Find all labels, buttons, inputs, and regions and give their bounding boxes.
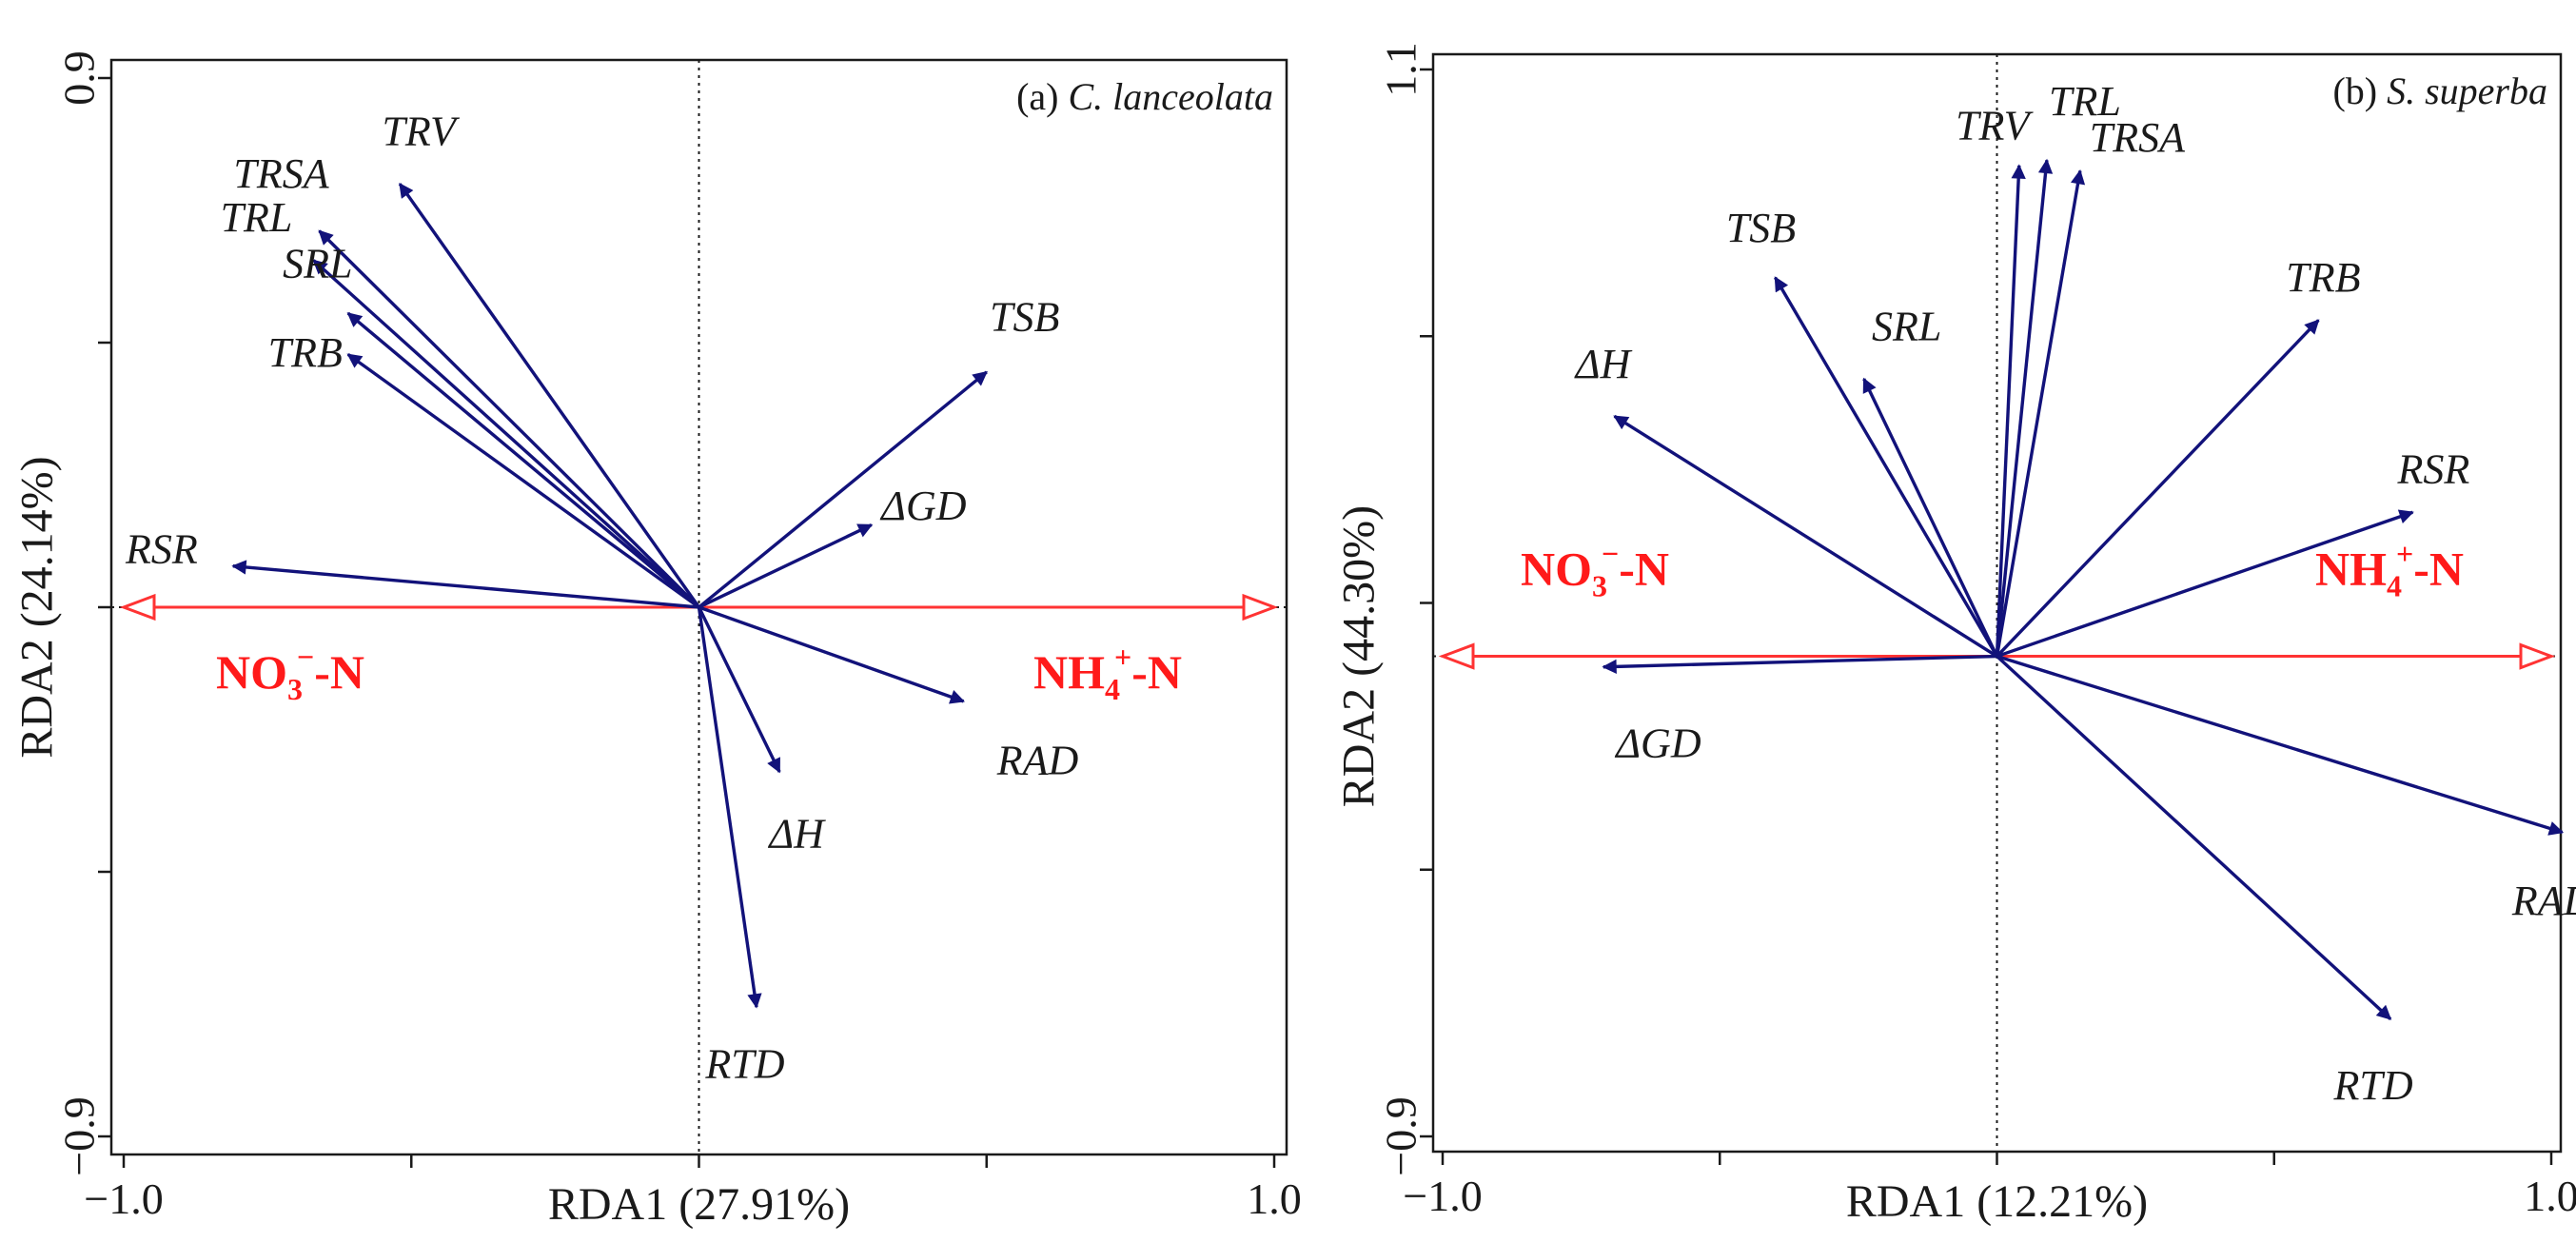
vector-label-tsb: TSB <box>1726 205 1796 251</box>
vector-label-delta-gd: ΔGD <box>879 483 967 529</box>
env-label-nh4: NH4+-N <box>1033 640 1182 706</box>
vector-label-delta-h: ΔH <box>767 810 826 857</box>
vector-label-trsa: TRSA <box>233 150 329 197</box>
vector-label-delta-gd: ΔGD <box>1614 720 1701 766</box>
vector-label-trv: TRV <box>1956 102 2035 148</box>
vector-trv <box>398 182 700 608</box>
x-tick-label-max: 1.0 <box>1247 1174 1302 1223</box>
vector-rsr <box>231 560 699 609</box>
panel-label: (b) S. superba <box>2332 69 2547 112</box>
vector-label-srl: SRL <box>1872 304 1941 350</box>
vector-label-rtd: RTD <box>704 1041 784 1088</box>
vector-delta-gd <box>698 523 874 609</box>
env-arrowhead-nh4 <box>1242 593 1279 622</box>
panel-letter: (a) <box>1016 75 1068 118</box>
vector-label-rad: RAD <box>996 737 1079 783</box>
y-tick-label-min: −0.9 <box>1377 1096 1426 1175</box>
env-arrowhead-nh4 <box>2519 642 2556 670</box>
species-name: C. lanceolata <box>1068 75 1273 118</box>
x-tick-label-min: −1.0 <box>84 1174 163 1223</box>
vector-delta-gd <box>1602 654 1997 675</box>
vector-trl <box>312 259 700 609</box>
vector-trv <box>1995 164 2026 657</box>
vector-label-rsr: RSR <box>2396 446 2469 493</box>
vector-label-rsr: RSR <box>125 525 198 572</box>
y-axis-title: RDA2 (24.14%) <box>12 456 63 758</box>
vector-srl <box>1862 377 1999 658</box>
env-label-no3: NO3−-N <box>216 640 364 706</box>
vector-delta-h <box>697 606 781 774</box>
vector-label-trv: TRV <box>382 109 461 155</box>
x-tick-label-max: 1.0 <box>2524 1172 2576 1220</box>
vector-tsb <box>698 370 988 609</box>
vector-label-trb: TRB <box>2286 254 2360 301</box>
vector-tsb <box>1774 276 1998 658</box>
vector-rsr <box>1996 509 2414 659</box>
y-axis-title: RDA2 (44.30%) <box>1334 505 1385 807</box>
x-tick-label-min: −1.0 <box>1403 1172 1482 1220</box>
env-arrowhead-no3 <box>1438 642 1475 670</box>
vector-label-rad: RAD <box>2511 878 2576 924</box>
vector-srl <box>346 311 700 609</box>
vector-label-trl: TRL <box>2049 78 2121 125</box>
vector-label-delta-h: ΔH <box>1574 341 1633 387</box>
env-label-nh4: NH4+-N <box>2315 537 2464 603</box>
rda-panel-a: −1.0 1.0 0.9 −0.9 RDA1 (27.91%) RDA2 (24.14%)… <box>12 50 1302 1230</box>
x-axis-title: RDA1 (12.21%) <box>1846 1176 2148 1227</box>
species-name: S. superba <box>2387 69 2547 112</box>
x-axis-title: RDA1 (27.91%) <box>548 1179 850 1230</box>
vector-label-trl: TRL <box>221 194 293 241</box>
vector-trsa <box>318 229 700 609</box>
vector-label-rtd: RTD <box>2333 1062 2413 1109</box>
vector-trl <box>1995 158 2054 657</box>
env-arrowhead-no3 <box>119 593 156 622</box>
vector-label-tsb: TSB <box>990 293 1059 340</box>
vector-delta-h <box>1613 414 1998 658</box>
vector-label-trsa: TRSA <box>2090 114 2186 161</box>
panel-letter: (b) <box>2332 69 2387 112</box>
vector-trsa <box>1995 168 2086 657</box>
vector-rtd <box>697 606 762 1009</box>
vector-trb <box>346 352 700 609</box>
vector-rad <box>1996 654 2565 836</box>
y-tick-label-min: −0.9 <box>55 1096 104 1175</box>
vector-rad <box>698 605 966 704</box>
vector-label-srl: SRL <box>283 241 352 287</box>
rda-panel-b: −1.0 1.0 1.1 −0.9 RDA1 (12.21%) RDA2 (44.30%)… <box>1334 42 2576 1227</box>
vector-rtd <box>1996 655 2392 1020</box>
y-tick-label-max: 0.9 <box>55 50 104 106</box>
vector-label-trb: TRB <box>268 329 343 376</box>
y-tick-label-max: 1.1 <box>1377 42 1426 97</box>
env-label-no3: NO3−-N <box>1521 537 1669 603</box>
vector-trb <box>1996 319 2320 658</box>
panel-label: (a) C. lanceolata <box>1016 75 1273 118</box>
